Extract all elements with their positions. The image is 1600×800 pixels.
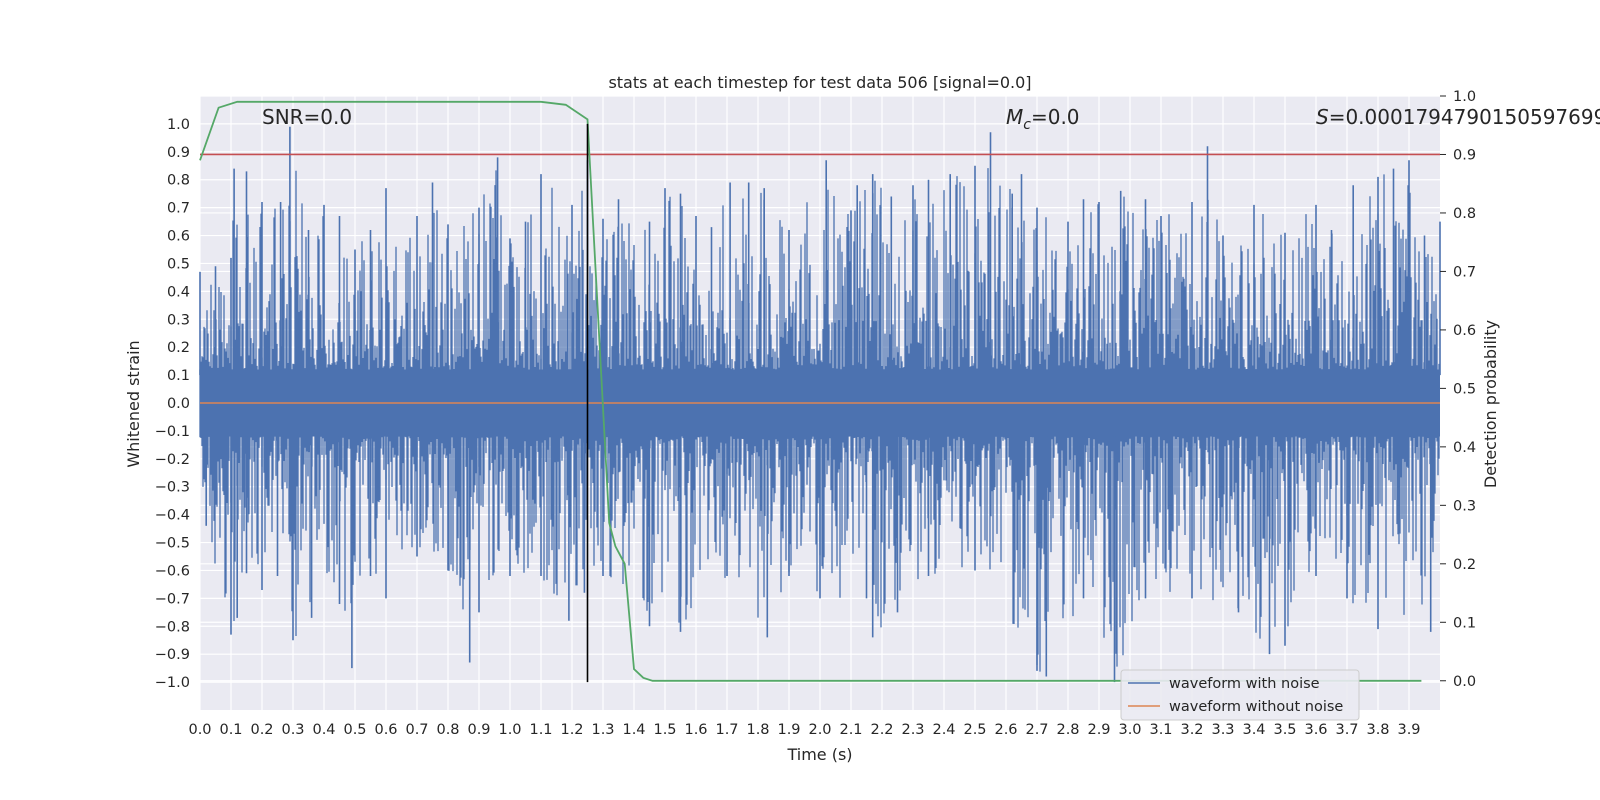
x-tick-label: 2.6 <box>994 722 1017 738</box>
y-axis-label: Whitened strain <box>124 340 143 467</box>
x-tick-label: 0.7 <box>405 722 428 738</box>
score-symbol: S <box>1316 105 1329 129</box>
x-tick-label: 1.6 <box>684 722 707 738</box>
y2-tick-label: 0.4 <box>1453 440 1476 456</box>
y2-tick-label: 0.2 <box>1453 557 1476 573</box>
line-series <box>199 100 1440 683</box>
x-tick-label: 2.9 <box>1087 722 1110 738</box>
y-tick-label: −0.5 <box>155 536 190 552</box>
y-tick-label: 0.7 <box>167 201 190 217</box>
chirp-mass-subscript: c <box>1023 117 1031 133</box>
x-tick-label: 3.5 <box>1273 722 1296 738</box>
x-tick-label: 1.5 <box>653 722 676 738</box>
x-tick-label: 3.7 <box>1335 722 1358 738</box>
x-tick-label: 2.1 <box>839 722 862 738</box>
y2-tick-label: 0.0 <box>1453 674 1476 690</box>
y-tick-label: 0.8 <box>167 173 190 189</box>
y2-tick-label: 0.5 <box>1453 381 1476 397</box>
y2-tick-label: 0.7 <box>1453 264 1476 280</box>
y-tick-label: 0.5 <box>167 256 190 272</box>
legend-box <box>1120 669 1360 721</box>
x-tick-labels: 0.0 0.1 0.2 0.3 0.4 0.5 0.6 0.7 0.8 0.9 1.0 1.1 1.2 1… <box>188 722 1420 738</box>
x-tick-label: 0.6 <box>374 722 397 738</box>
x-tick-label: 3.9 <box>1397 722 1420 738</box>
x-tick-label: 0.0 <box>188 722 211 738</box>
y-tick-label: −0.9 <box>155 647 190 663</box>
chart-title: stats at each timestep for test data 506… <box>608 73 1031 92</box>
x-tick-label: 3.8 <box>1366 722 1389 738</box>
y-tick-label: −0.1 <box>155 424 190 440</box>
legend-label-noise: waveform with noise <box>1169 676 1320 692</box>
x-tick-label: 1.8 <box>746 722 769 738</box>
x-tick-label: 1.9 <box>777 722 800 738</box>
y-tick-label: 0.6 <box>167 229 190 245</box>
y-tick-labels: 1.0 0.9 0.8 0.7 0.6 0.5 0.4 0.3 0.2 0.1 0.0 −0.1 −0.… <box>155 117 190 691</box>
x-tick-label: 1.0 <box>498 722 521 738</box>
x-tick-label: 2.2 <box>870 722 893 738</box>
x-tick-label: 3.0 <box>1118 722 1141 738</box>
y-tick-label: 0.0 <box>167 396 190 412</box>
y2-tick-label: 0.9 <box>1453 147 1476 163</box>
x-axis-label: Time (s) <box>786 745 852 764</box>
x-tick-label: 3.1 <box>1149 722 1172 738</box>
y2-tick-label: 0.6 <box>1453 323 1476 339</box>
y-tick-label: −0.2 <box>155 452 190 468</box>
x-tick-label: 0.8 <box>436 722 459 738</box>
y2-tick-label: 0.8 <box>1453 206 1476 222</box>
y-tick-label: 0.1 <box>167 368 190 384</box>
snr-annotation: SNR=0.0 <box>262 105 352 129</box>
y2-tick-labels: 0.0 0.1 0.2 0.3 0.4 0.5 0.6 0.7 0.8 0.9 1.0 <box>1440 89 1476 690</box>
y-tick-label: 0.4 <box>167 284 190 300</box>
legend: waveform with noise waveform without noi… <box>1120 669 1360 721</box>
x-tick-label: 0.1 <box>219 722 242 738</box>
x-tick-label: 1.4 <box>622 722 645 738</box>
x-tick-label: 3.2 <box>1180 722 1203 738</box>
x-tick-label: 1.2 <box>560 722 583 738</box>
score-annotation: S=0.0001794790150597699 <box>1316 105 1600 129</box>
y-tick-label: 0.9 <box>167 145 190 161</box>
x-tick-label: 2.3 <box>901 722 924 738</box>
detection-probability-line <box>199 100 1422 682</box>
x-tick-label: 0.5 <box>343 722 366 738</box>
x-tick-label: 2.0 <box>808 722 831 738</box>
x-tick-label: 0.3 <box>281 722 304 738</box>
chirp-mass-value: =0.0 <box>1031 105 1080 129</box>
x-tick-label: 1.3 <box>591 722 614 738</box>
y-tick-label: 1.0 <box>167 117 190 133</box>
y-tick-label: −1.0 <box>155 675 190 691</box>
chirp-mass-symbol: M <box>1006 105 1023 129</box>
y-tick-label: 0.2 <box>167 340 190 356</box>
x-tick-label: 2.8 <box>1056 722 1079 738</box>
x-tick-label: 1.1 <box>529 722 552 738</box>
y-tick-label: 0.3 <box>167 312 190 328</box>
x-tick-label: 0.2 <box>250 722 273 738</box>
noise-waveform-series <box>199 126 1441 683</box>
y2-tick-label: 0.3 <box>1453 498 1476 514</box>
legend-label-clean: waveform without noise <box>1169 699 1343 715</box>
y2-tick-label: 1.0 <box>1453 89 1476 105</box>
x-tick-label: 2.7 <box>1025 722 1048 738</box>
x-tick-label: 3.3 <box>1211 722 1234 738</box>
y-tick-label: −0.7 <box>155 591 190 607</box>
score-value: =0.0001794790150597699 <box>1329 105 1600 129</box>
x-tick-label: 1.7 <box>715 722 738 738</box>
y-tick-label: −0.6 <box>155 563 190 579</box>
x-tick-label: 2.4 <box>932 722 955 738</box>
y-tick-label: −0.4 <box>155 508 190 524</box>
y2-tick-label: 0.1 <box>1453 615 1476 631</box>
x-tick-label: 3.4 <box>1242 722 1265 738</box>
x-tick-label: 0.4 <box>312 722 335 738</box>
x-tick-label: 0.9 <box>467 722 490 738</box>
y2-axis-label: Detection probability <box>1481 320 1500 488</box>
y-tick-label: −0.8 <box>155 619 190 635</box>
x-tick-label: 2.5 <box>963 722 986 738</box>
y-tick-label: −0.3 <box>155 480 190 496</box>
chirp-mass-annotation: Mc=0.0 <box>1006 105 1080 133</box>
x-tick-label: 3.6 <box>1304 722 1327 738</box>
